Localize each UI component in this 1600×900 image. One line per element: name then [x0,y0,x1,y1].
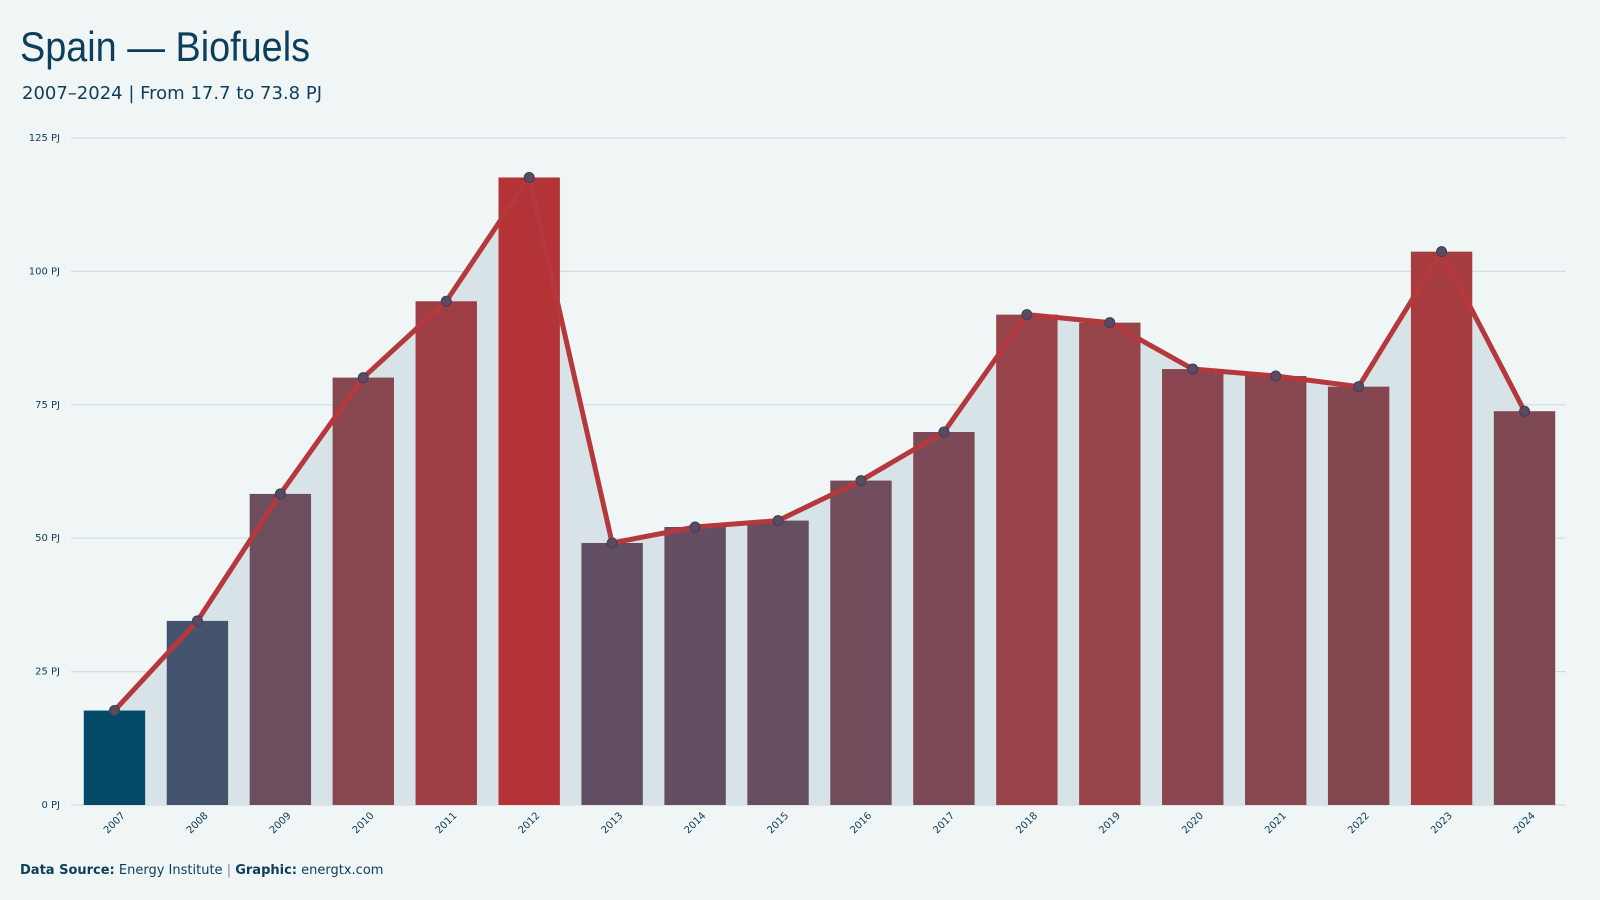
point [1021,309,1033,321]
footer: Data Source: Energy Institute | Graphic:… [20,863,383,878]
y-tick-label: 25 PJ [35,667,60,678]
bar [249,493,312,805]
bar [1162,369,1224,805]
point [108,705,120,717]
point [938,426,950,438]
x-tick-label: 2014 [683,810,709,836]
point [523,171,535,183]
footer-graphic: energtx.com [301,863,383,878]
footer-source-label: Data Source: [20,863,115,878]
x-tick-label: 2011 [434,810,460,836]
y-tick-label: 50 PJ [35,533,60,544]
x-tick-label: 2015 [765,810,791,836]
bar [664,526,726,805]
bar [1493,411,1556,805]
bar [83,710,146,805]
bar [415,301,477,805]
x-tick-label: 2021 [1263,810,1289,836]
x-tick-label: 2020 [1180,810,1206,836]
x-tick-label: 2024 [1512,810,1538,836]
bar [581,543,643,805]
x-tick-label: 2016 [848,810,874,836]
point [1519,405,1531,417]
x-tick-label: 2019 [1097,810,1123,836]
x-tick-label: 2018 [1014,810,1040,836]
chart-title: Spain — Biofuels [20,23,310,70]
point [357,372,369,384]
footer-separator: | [227,863,231,878]
point [1104,317,1116,329]
y-tick-label: 100 PJ [29,266,60,277]
bar [498,177,560,806]
footer-source: Energy Institute [119,863,223,878]
bar [913,432,975,805]
footer-graphic-label: Graphic: [235,863,297,878]
bar [332,377,394,805]
x-tick-label: 2022 [1346,810,1372,836]
point [440,295,452,307]
bar [747,520,809,805]
x-tick-label: 2010 [351,810,377,836]
bar [830,480,892,805]
point [855,475,867,487]
y-tick-label: 125 PJ [29,133,60,144]
point [1436,246,1448,258]
x-tick-label: 2009 [268,810,294,836]
bar [1410,251,1473,805]
chart-subtitle: 2007–2024 | From 17.7 to 73.8 PJ [22,83,322,104]
point [1187,363,1199,375]
point [1353,381,1365,393]
y-tick-label: 0 PJ [41,800,60,811]
x-tick-label: 2017 [931,810,957,836]
x-tick-label: 2012 [517,810,543,836]
x-tick-label: 2023 [1429,810,1455,836]
y-tick-label: 75 PJ [35,400,60,411]
x-tick-label: 2007 [102,810,128,836]
bar [166,620,229,805]
point [606,537,618,549]
bar [1079,322,1141,805]
point [274,488,286,500]
point [1270,370,1282,382]
x-tick-label: 2013 [600,810,626,836]
bar [1245,375,1307,805]
point [689,521,701,533]
point [772,515,784,527]
bar [1327,386,1390,805]
point [191,615,203,627]
bar [996,314,1058,805]
x-tick-label: 2008 [185,810,211,836]
line [112,174,1527,713]
